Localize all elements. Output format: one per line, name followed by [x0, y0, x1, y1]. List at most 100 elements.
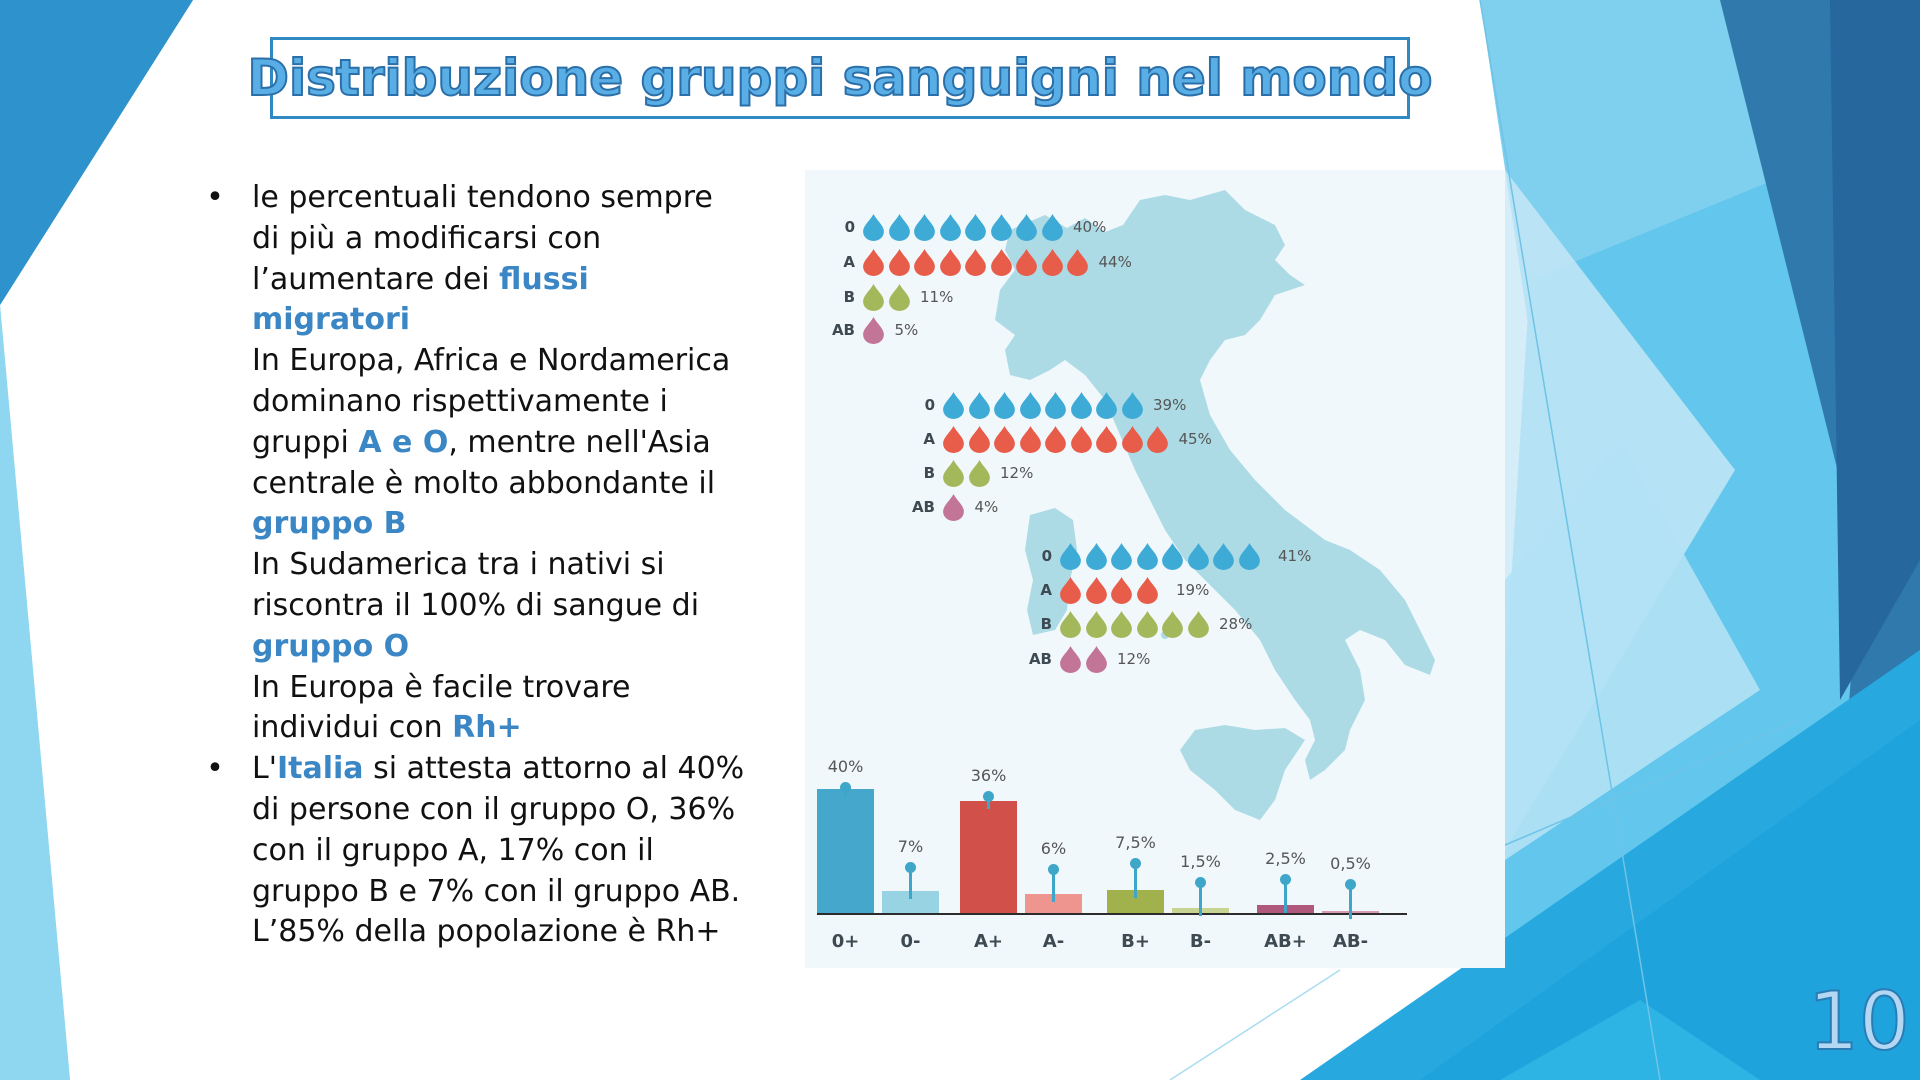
- bar-stem-dot: [905, 862, 916, 873]
- region-centro-row-ab: AB 4%: [885, 492, 998, 522]
- bar-0-neg: [882, 891, 939, 913]
- blood-drop-icon: [888, 213, 910, 241]
- row-pct: 19%: [1176, 581, 1210, 599]
- blood-drop-icon: [1060, 610, 1081, 638]
- bar-value-label: 6%: [1040, 839, 1067, 858]
- bar-stem: [909, 867, 912, 900]
- highlight-text: flussi migratori: [252, 261, 589, 338]
- row-pct: 39%: [1153, 396, 1187, 414]
- blood-drop-icon: [1162, 542, 1183, 570]
- blood-drop-icon: [1111, 576, 1132, 604]
- blood-drop-icon: [968, 425, 990, 453]
- blood-drop-icon: [1041, 248, 1063, 276]
- blood-drop-icon: [1121, 425, 1143, 453]
- region-nord-row-b: B 11%: [805, 282, 953, 312]
- blood-drop-icon: [1070, 425, 1092, 453]
- row-pct: 40%: [1073, 218, 1107, 236]
- bar-category-label: A+: [973, 931, 1003, 952]
- bullet-list: • le percentuali tendono sempre di più a…: [205, 178, 745, 953]
- blood-drop-icon: [1085, 542, 1107, 570]
- bar-value-label: 7%: [897, 837, 924, 856]
- bar-category-label: 0+: [831, 931, 860, 952]
- bar-0-negpos: [817, 789, 874, 913]
- page-number: 10: [1807, 974, 1911, 1069]
- blood-drop-icon: [1016, 248, 1037, 276]
- bar-value-label: 2,5%: [1265, 849, 1306, 868]
- blood-drop-icon: [1085, 610, 1107, 638]
- blood-drop-icon: [914, 248, 935, 276]
- row-label: 0: [924, 396, 935, 414]
- bar-stem-dot: [1345, 879, 1356, 890]
- bullet-text: , mentre nell'Asia centrale è molto abbo…: [252, 424, 716, 501]
- blood-drop-icon: [943, 493, 964, 521]
- row-pct: 11%: [920, 288, 954, 306]
- drops-a: [1060, 576, 1162, 604]
- bar-stem-dot: [983, 791, 994, 802]
- bar-stem-dot: [840, 782, 851, 793]
- row-label: A: [1040, 581, 1052, 599]
- blood-drop-icon: [1045, 391, 1066, 419]
- bar-stem-dot: [1195, 877, 1206, 888]
- blood-drop-icon: [939, 248, 961, 276]
- bullet-text: si attesta attorno al 40% di persone con…: [252, 751, 745, 950]
- blood-drop-icon: [994, 391, 1015, 419]
- bullet-icon: •: [206, 751, 224, 787]
- bar-a-negpos: [960, 801, 1017, 913]
- blood-drop-icon: [863, 283, 884, 311]
- bar-value-label: 7,5%: [1115, 833, 1156, 852]
- highlight-text: gruppo O: [252, 628, 410, 664]
- bar-category-label: A-: [1042, 931, 1065, 952]
- blood-drop-icon: [943, 391, 964, 419]
- blood-drop-icon: [1147, 425, 1168, 453]
- drops-b: [863, 283, 914, 311]
- drops-0: [863, 213, 1067, 241]
- italy-blood-infographic: 0 40% A 44% B 11% AB 5% 0 39% A 45% B 12…: [805, 170, 1505, 968]
- highlight-text: gruppo B: [252, 506, 407, 542]
- region-sud-row-0: 0 41%: [1002, 541, 1311, 571]
- blood-drop-icon: [968, 391, 990, 419]
- row-pct: 45%: [1178, 430, 1212, 448]
- bar-stem-dot: [1130, 858, 1141, 869]
- slide-title: Distribuzione gruppi sanguigni nel mondo: [247, 48, 1434, 108]
- drops-b: [943, 459, 994, 487]
- blood-drop-icon: [1136, 610, 1158, 638]
- bullet-item: • le percentuali tendono sempre di più a…: [205, 178, 745, 341]
- blood-drop-icon: [914, 213, 935, 241]
- bar-stem-dot: [1048, 864, 1059, 875]
- blood-drop-icon: [888, 248, 910, 276]
- blood-drop-icon: [939, 213, 961, 241]
- row-label: 0: [844, 218, 855, 236]
- bar-stem: [1349, 884, 1352, 919]
- region-sud-row-ab: AB 12%: [1002, 644, 1150, 674]
- highlight-text: Italia: [276, 751, 364, 787]
- blood-drop-icon: [1085, 576, 1107, 604]
- blood-drop-icon: [1060, 576, 1081, 604]
- italy-map-icon: [995, 190, 1435, 820]
- blood-drop-icon: [1070, 391, 1092, 419]
- blood-drop-icon: [1060, 645, 1081, 673]
- blood-drop-icon: [968, 459, 990, 487]
- bar-stem: [1052, 869, 1055, 903]
- bar-stem: [1134, 863, 1137, 898]
- row-pct: 41%: [1278, 547, 1312, 565]
- blood-drop-icon: [994, 425, 1015, 453]
- row-pct: 28%: [1219, 615, 1253, 633]
- region-centro-row-b: B 12%: [885, 458, 1033, 488]
- blood-drop-icon: [863, 248, 884, 276]
- bar-stem: [1284, 879, 1287, 914]
- drops-a: [863, 248, 1093, 276]
- blood-drop-icon: [1136, 542, 1158, 570]
- chart-baseline: [817, 913, 1407, 915]
- row-pct: 12%: [1117, 650, 1151, 668]
- region-centro-row-0: 0 39%: [885, 390, 1186, 420]
- row-pct: 44%: [1098, 253, 1132, 271]
- blood-drop-icon: [1136, 576, 1158, 604]
- blood-drop-icon: [1162, 610, 1183, 638]
- highlight-text: Rh+: [452, 710, 522, 746]
- region-sud-row-b: B 28%: [1002, 609, 1252, 639]
- bullet-continuation: In Europa, Africa e Nordamerica dominano…: [205, 341, 745, 545]
- row-label: B: [1040, 615, 1052, 633]
- row-label: AB: [1028, 650, 1052, 668]
- row-label: B: [843, 288, 855, 306]
